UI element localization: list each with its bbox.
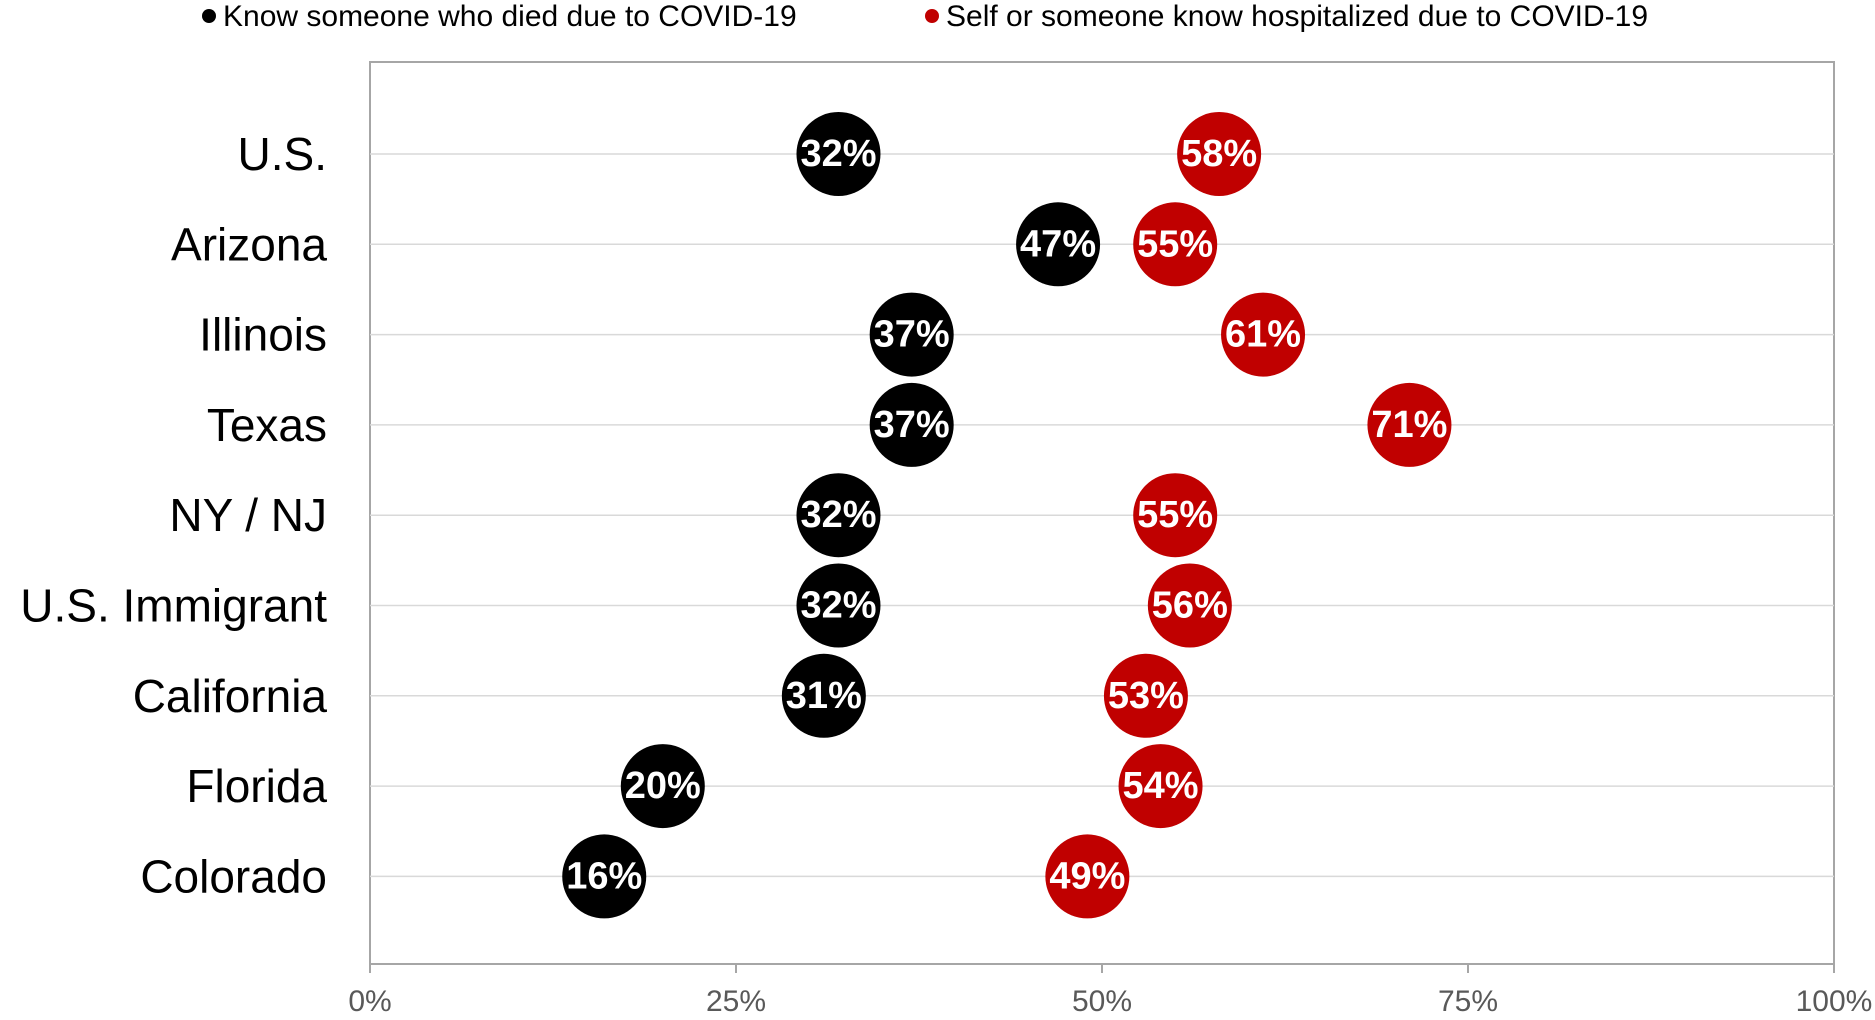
- hospitalized-data-label: 54%: [1123, 765, 1199, 807]
- gridlines: [370, 153, 1834, 878]
- hospitalized-dot: [1177, 112, 1262, 196]
- died-data-label: 37%: [874, 314, 950, 356]
- hospitalized-data-label: 49%: [1049, 855, 1125, 897]
- hospitalized-data-label: 71%: [1371, 404, 1447, 446]
- category-label: Florida: [186, 760, 327, 812]
- hospitalized-data-label: 55%: [1137, 494, 1213, 536]
- hospitalized-dot: [1045, 834, 1130, 919]
- data-points: 32% 47% 37% 37% 32% 32% 31% 20% 16% 58% 55% 61% 71% 5…: [562, 112, 1452, 919]
- died-data-label: 20%: [625, 765, 701, 807]
- died-dot: [796, 473, 881, 558]
- x-tick-label: 75%: [1438, 985, 1498, 1015]
- category-label: Texas: [207, 399, 327, 451]
- hospitalized-data-label: 56%: [1152, 585, 1228, 627]
- plot-area-frame: [369, 61, 1835, 965]
- hospitalized-dot: [1103, 653, 1188, 738]
- died-data-label: 37%: [874, 404, 950, 446]
- legend-label-hospitalized: Self or someone know hospitalized due to…: [946, 0, 1648, 33]
- died-dot: [781, 653, 866, 738]
- category-label: U.S. Immigrant: [20, 580, 327, 632]
- died-dot: [869, 382, 954, 467]
- category-label: U.S.: [238, 128, 327, 180]
- category-label: California: [133, 670, 328, 722]
- died-dot: [562, 834, 647, 919]
- category-label: Arizona: [171, 218, 327, 270]
- x-tick-label: 0%: [348, 985, 391, 1015]
- hospitalized-dot: [1147, 563, 1232, 648]
- hospitalized-dot: [1133, 473, 1218, 558]
- died-data-label: 16%: [566, 855, 642, 897]
- died-dot: [869, 292, 954, 377]
- died-data-label: 32%: [800, 585, 876, 627]
- hospitalized-dot: [1133, 202, 1218, 287]
- hospitalized-data-label: 55%: [1137, 223, 1213, 265]
- x-axis: 0% 25% 50% 75% 100%: [348, 964, 1873, 1018]
- died-dot: [796, 112, 881, 196]
- hospitalized-dot: [1118, 744, 1203, 829]
- died-data-label: 47%: [1020, 223, 1096, 265]
- died-dot: [620, 744, 705, 829]
- legend-marker-hospitalized: [925, 9, 939, 23]
- x-tick-label: 50%: [1072, 985, 1132, 1015]
- legend-marker-died: [202, 9, 216, 23]
- died-data-label: 32%: [800, 494, 876, 536]
- x-tick-label: 25%: [706, 985, 766, 1015]
- hospitalized-data-label: 58%: [1181, 133, 1257, 175]
- died-dot: [1016, 202, 1101, 287]
- category-label: NY / NJ: [169, 489, 327, 541]
- hospitalized-dot: [1367, 382, 1452, 467]
- died-dot: [796, 563, 881, 648]
- category-label: Colorado: [140, 850, 327, 902]
- hospitalized-data-label: 53%: [1108, 675, 1184, 717]
- died-data-label: 32%: [800, 133, 876, 175]
- category-label: Illinois: [199, 309, 327, 361]
- died-data-label: 31%: [786, 675, 862, 717]
- hospitalized-data-label: 61%: [1225, 314, 1301, 356]
- x-tick-label: 100%: [1796, 985, 1873, 1015]
- legend-label-died: Know someone who died due to COVID-19: [223, 0, 797, 33]
- hospitalized-dot: [1221, 292, 1306, 377]
- category-labels: U.S. Arizona Illinois Texas NY / NJ U.S. Immi…: [20, 128, 327, 902]
- legend: Know someone who died due to COVID-19 Se…: [202, 0, 1648, 33]
